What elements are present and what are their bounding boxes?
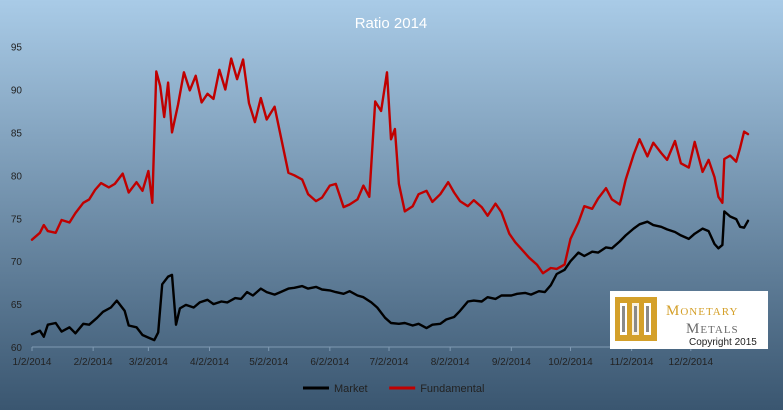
chart-title: Ratio 2014 xyxy=(355,15,428,32)
x-tick-label: 11/2/2014 xyxy=(610,357,654,368)
x-tick-label: 9/2/2014 xyxy=(492,357,531,368)
x-tick-label: 5/2/2014 xyxy=(249,357,288,368)
series-line-fundamental xyxy=(30,57,750,275)
x-tick-label: 10/2/2014 xyxy=(548,357,593,368)
x-tick-label: 4/2/2014 xyxy=(190,357,229,368)
logo-word-metals: Metals xyxy=(686,321,739,337)
monetary-metals-logo: Monetary Metals Copyright 2015 xyxy=(610,291,768,349)
y-tick-label: 60 xyxy=(11,343,23,354)
y-tick-label: 70 xyxy=(11,257,23,268)
y-tick-label: 80 xyxy=(11,171,23,182)
legend-label-fundamental: Fundamental xyxy=(420,383,484,395)
y-tick-label: 75 xyxy=(11,214,23,225)
x-tick-label: 1/2/2014 xyxy=(13,357,52,368)
legend-label-market: Market xyxy=(334,383,368,395)
logo-copyright: Copyright 2015 xyxy=(689,337,757,348)
series-line-market xyxy=(30,210,750,342)
x-tick-label: 3/2/2014 xyxy=(129,357,168,368)
y-tick-label: 65 xyxy=(11,300,23,311)
logo-emblem-icon xyxy=(615,297,657,341)
x-tick-label: 2/2/2014 xyxy=(74,357,113,368)
y-tick-label: 90 xyxy=(11,86,23,97)
x-tick-label: 7/2/2014 xyxy=(370,357,409,368)
series-group xyxy=(30,57,750,342)
x-tick-label: 6/2/2014 xyxy=(310,357,349,368)
logo-word-monetary: Monetary xyxy=(666,303,738,319)
y-tick-label: 95 xyxy=(11,43,23,54)
x-tick-label: 8/2/2014 xyxy=(431,357,470,368)
y-tick-label: 85 xyxy=(11,128,23,139)
x-tick-label: 12/2/2014 xyxy=(669,357,714,368)
axes: 60 65 70 75 80 85 90 95 1/2/2014 2/2/2014 3/2/2014… xyxy=(11,43,748,368)
legend: Market Fundamental xyxy=(303,383,484,395)
